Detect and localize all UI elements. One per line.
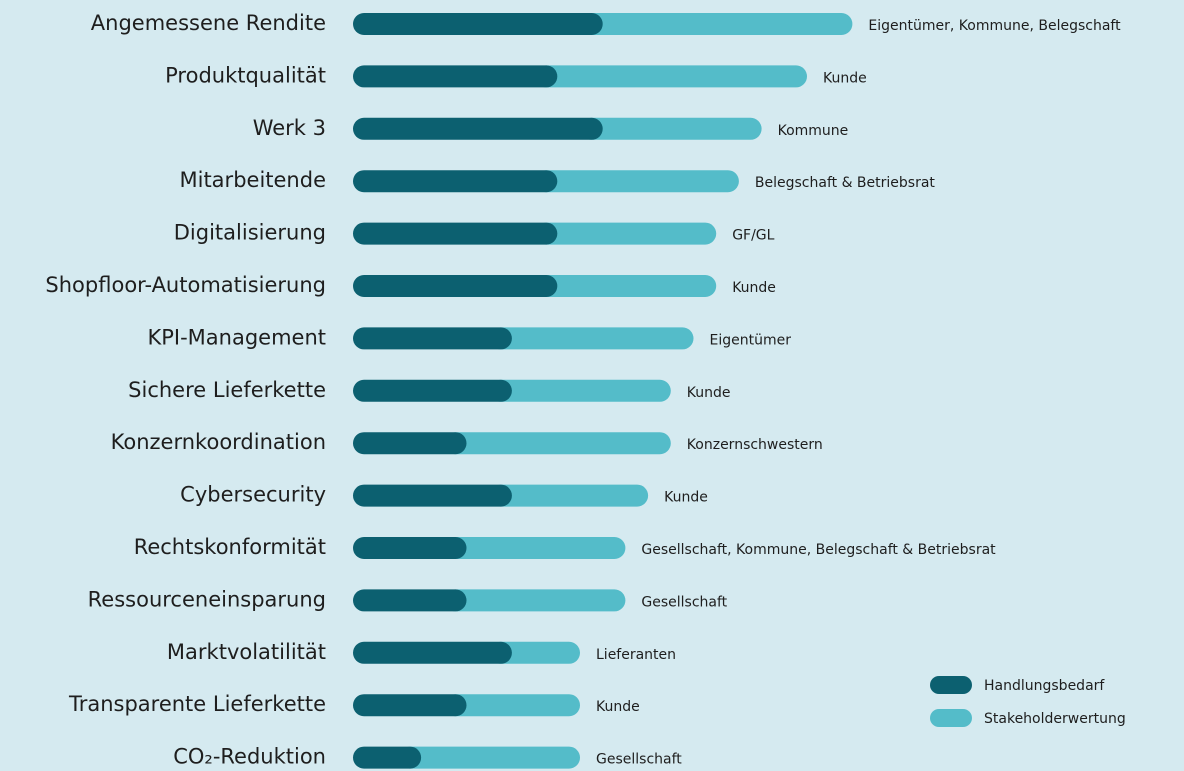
bar-segment xyxy=(444,694,580,717)
bar-segment xyxy=(353,327,512,350)
bar-annotation: Belegschaft & Betriebsrat xyxy=(755,175,936,191)
bar-annotation: Gesellschaft xyxy=(641,594,727,610)
bar-annotation: Kunde xyxy=(664,490,708,506)
category-label: Produktqualität xyxy=(165,63,326,87)
legend-swatch xyxy=(930,676,972,694)
category-label: CO₂-Reduktion xyxy=(173,745,326,769)
bar-segment xyxy=(353,589,467,612)
bar-segment xyxy=(353,379,512,402)
bar-segment xyxy=(353,694,467,717)
bar-segment xyxy=(489,484,649,507)
bar-annotation: Kunde xyxy=(596,699,640,715)
bar-annotation: Kunde xyxy=(823,70,867,86)
bar-segment xyxy=(444,537,626,559)
bar-segment xyxy=(353,65,558,88)
legend-label: Stakeholderwertung xyxy=(984,711,1126,727)
bar-segment xyxy=(353,170,558,193)
bar-segment xyxy=(353,641,512,664)
bar-segment xyxy=(444,589,626,612)
bar-annotation: Gesellschaft, Kommune, Belegschaft & Bet… xyxy=(641,542,996,558)
bar-segment xyxy=(353,484,512,507)
bar-annotation: Kommune xyxy=(778,123,849,139)
legend-label: Handlungsbedarf xyxy=(984,678,1105,694)
bar-annotation: Eigentümer xyxy=(710,332,792,348)
bar-annotation: Lieferanten xyxy=(596,647,676,663)
bar-segment xyxy=(353,222,558,245)
category-label: Werk 3 xyxy=(253,116,326,140)
bar-annotation: Kunde xyxy=(687,385,731,401)
legend-swatch xyxy=(930,709,972,727)
bar-segment xyxy=(353,13,603,35)
category-label: Shopfloor-Automatisierung xyxy=(45,273,326,297)
bar-segment xyxy=(535,222,717,245)
category-label: Mitarbeitende xyxy=(180,168,327,192)
bar-annotation: Kunde xyxy=(732,280,776,296)
bar-segment xyxy=(353,537,467,559)
bar-segment xyxy=(489,327,694,350)
category-label: Ressourceneinsparung xyxy=(88,587,326,611)
bar-segment xyxy=(353,275,558,297)
bar-annotation: Gesellschaft xyxy=(596,752,682,768)
bar-segment xyxy=(399,746,580,769)
bar-segment xyxy=(353,117,603,140)
bar-segment xyxy=(535,65,807,88)
category-label: Sichere Lieferkette xyxy=(128,378,326,402)
bar-annotation: Eigentümer, Kommune, Belegschaft xyxy=(868,18,1121,34)
category-label: Angemessene Rendite xyxy=(91,11,326,35)
category-label: Konzernkoordination xyxy=(111,430,326,454)
bar-annotation: GF/GL xyxy=(732,228,774,244)
bar-segment xyxy=(535,170,739,193)
bar-segment xyxy=(580,117,762,140)
bar-segment xyxy=(353,746,422,769)
bar-segment xyxy=(444,432,671,455)
bar-annotation: Konzernschwestern xyxy=(687,437,823,453)
category-label: Transparente Lieferkette xyxy=(68,692,326,716)
bar-segment xyxy=(535,275,717,297)
category-label: Marktvolatilität xyxy=(167,640,326,664)
category-label: KPI-Management xyxy=(147,325,326,349)
category-label: Digitalisierung xyxy=(174,221,326,245)
bar-segment xyxy=(353,432,467,455)
category-label: Cybersecurity xyxy=(180,483,326,507)
bar-segment xyxy=(580,13,853,35)
bar-segment xyxy=(489,379,671,402)
bar-segment xyxy=(489,641,580,664)
category-label: Rechtskonformität xyxy=(134,535,326,559)
